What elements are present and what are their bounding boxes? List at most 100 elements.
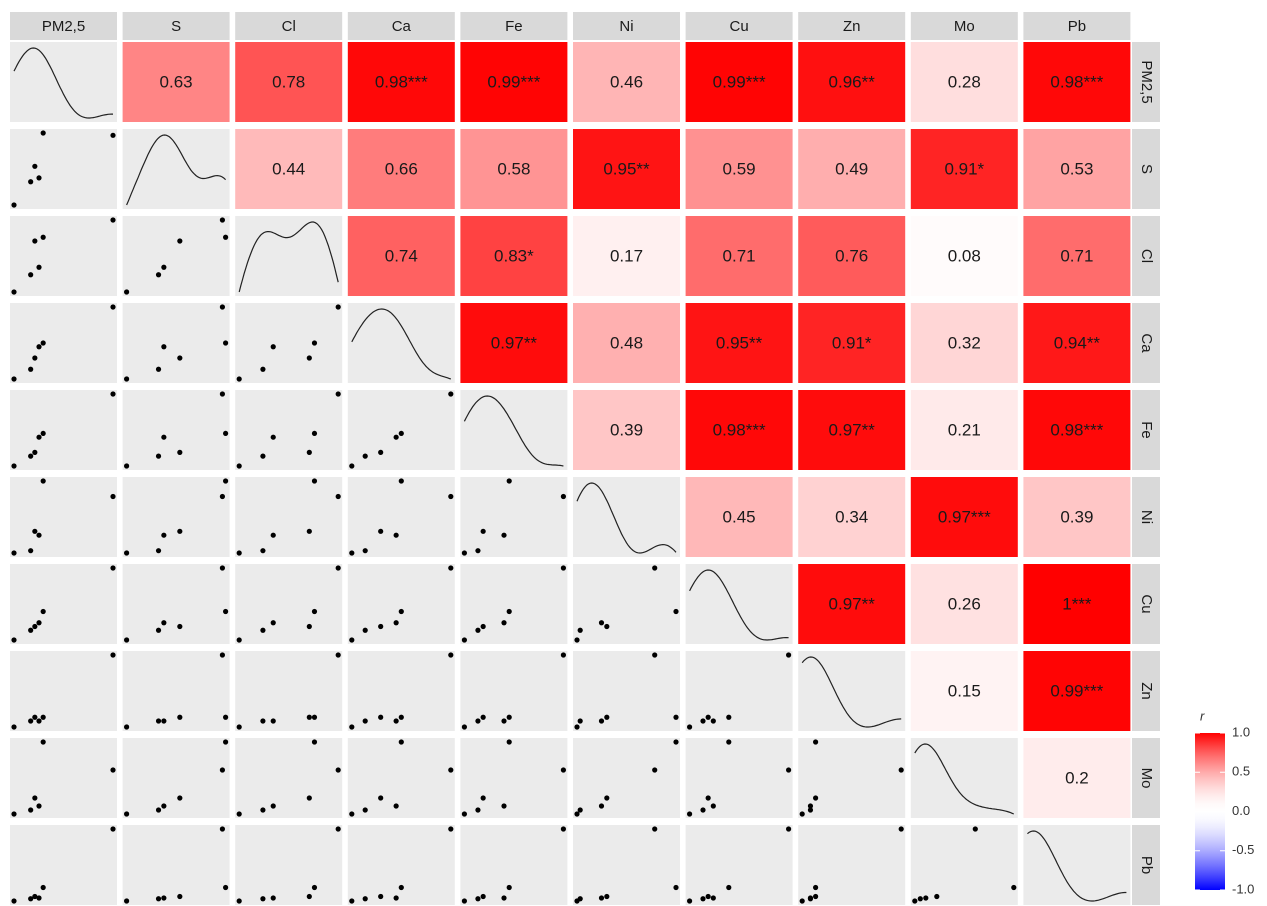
panel — [798, 738, 906, 818]
correlation-label: 0.39 — [610, 420, 643, 439]
correlation-cell — [573, 42, 680, 122]
correlation-cell — [910, 390, 1018, 470]
correlation-cell — [573, 390, 680, 470]
correlation-cell — [1023, 738, 1131, 818]
density-line — [576, 482, 677, 554]
correlation-cell — [685, 477, 793, 557]
scatter-point — [705, 795, 711, 801]
scatter-point — [40, 608, 46, 615]
scatter-point — [480, 528, 486, 534]
scatter-point — [726, 739, 732, 745]
scatter-point — [40, 714, 46, 720]
correlation-cell — [1023, 216, 1131, 296]
column-strip — [798, 12, 906, 40]
scatter-point — [398, 714, 404, 720]
correlation-cell — [1023, 564, 1131, 644]
panel — [10, 129, 117, 209]
scatter-point — [335, 493, 341, 500]
correlation-label: 0.83* — [494, 246, 534, 265]
scatter-point — [177, 528, 183, 534]
colorbar-label: 0.5 — [1232, 764, 1250, 779]
scatter-point — [236, 550, 242, 556]
correlation-cell — [1023, 390, 1131, 470]
density-line — [689, 569, 789, 641]
scatter-point — [710, 718, 716, 724]
scatter-point — [604, 714, 610, 720]
panel — [122, 825, 230, 905]
correlation-label: 0.15 — [948, 681, 981, 700]
scatter-point — [177, 238, 183, 244]
scatter-point — [32, 795, 38, 801]
scatter-point — [260, 807, 266, 813]
correlation-label: 0.98*** — [713, 420, 766, 439]
scatter-point — [32, 163, 38, 169]
scatter-point — [448, 652, 454, 658]
scatter-point — [28, 548, 34, 554]
scatter-point — [28, 718, 34, 724]
correlation-label: 0.21 — [948, 420, 981, 439]
correlation-label: 0.98*** — [1050, 72, 1103, 91]
panel — [10, 738, 117, 818]
scatter-point — [577, 627, 583, 633]
correlation-label: 1*** — [1062, 594, 1092, 613]
scatter-point — [475, 718, 481, 724]
scatter-point — [161, 895, 167, 901]
scatter-point — [311, 340, 318, 346]
scatter-point — [786, 767, 792, 773]
correlation-label: 0.63 — [160, 72, 193, 91]
panel — [573, 651, 680, 731]
scatter-point — [177, 714, 183, 720]
row-label: Ni — [1138, 510, 1155, 524]
scatter-point — [155, 272, 162, 278]
scatter-point — [898, 767, 904, 773]
scatter-point — [598, 895, 605, 901]
scatter-point — [687, 898, 693, 904]
panel — [122, 129, 230, 209]
scatter-point — [480, 795, 486, 801]
scatter-point — [270, 803, 276, 809]
scatter-point — [260, 896, 266, 902]
row-label: Cu — [1138, 594, 1155, 613]
scatter-point — [219, 565, 226, 571]
scatter-point — [260, 366, 266, 372]
correlation-label: 0.96** — [829, 72, 876, 91]
scatter-point — [501, 718, 507, 724]
scatter-point — [362, 718, 368, 724]
density-line — [801, 656, 902, 728]
scatter-point — [598, 718, 605, 724]
scatter-point — [32, 623, 38, 630]
scatter-point — [560, 652, 567, 658]
correlation-label: 0.53 — [1060, 159, 1093, 178]
density-line — [463, 395, 564, 467]
scatter-point — [110, 304, 116, 310]
scatter-point — [813, 739, 819, 745]
scatter-point — [155, 718, 162, 724]
column-strip — [235, 12, 343, 40]
scatter-point — [362, 627, 368, 633]
scatter-point — [260, 548, 266, 554]
scatter-point — [335, 767, 341, 773]
scatter-point — [398, 430, 404, 437]
scatter-point — [898, 826, 904, 832]
column-label: Zn — [843, 18, 861, 35]
correlation-label: 0.17 — [610, 246, 643, 265]
scatter-point — [393, 532, 399, 538]
scatter-point — [11, 550, 17, 556]
scatter-point — [598, 620, 605, 626]
panel — [460, 477, 568, 557]
scatter-point — [506, 714, 512, 720]
scatter-point — [177, 795, 183, 801]
scatter-point — [161, 803, 167, 809]
column-strip — [910, 12, 1018, 40]
scatter-point — [32, 893, 38, 900]
correlation-cell — [573, 303, 680, 383]
panel — [460, 651, 568, 731]
panel — [910, 825, 1018, 905]
scatter-point — [652, 767, 658, 773]
panel — [122, 390, 230, 470]
scatter-point — [726, 884, 732, 891]
column-label: Pb — [1068, 18, 1086, 35]
scatter-point — [475, 627, 481, 633]
scatter-point — [110, 391, 116, 397]
scatter-point — [813, 893, 819, 900]
